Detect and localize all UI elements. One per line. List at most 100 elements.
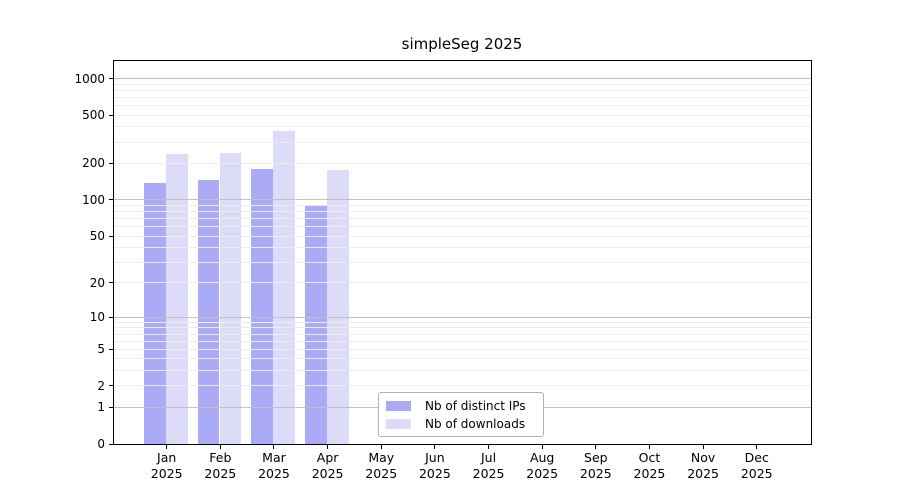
y-tick-label: 0 [97, 437, 105, 451]
minor-gridline [114, 282, 811, 284]
x-tick-year: 2025 [472, 466, 505, 481]
bar-downloads-apr [327, 170, 349, 444]
minor-gridline [114, 218, 811, 220]
major-gridline [114, 316, 811, 318]
bar-distinct-ips-apr [305, 205, 327, 444]
minor-gridline [114, 247, 811, 249]
x-tick-label-jan: Jan 2025 [135, 450, 199, 482]
y-tick-mark [109, 385, 113, 387]
y-tick-label: 5 [97, 342, 105, 357]
x-tick-year: 2025 [740, 466, 773, 481]
minor-gridline [114, 83, 811, 85]
x-tick-year: 2025 [633, 466, 666, 481]
x-tick-year: 2025 [579, 466, 612, 481]
minor-gridline [114, 235, 811, 237]
x-tick-mark [648, 445, 650, 449]
minor-gridline [114, 327, 811, 329]
x-tick-label-aug: Aug 2025 [510, 450, 574, 482]
y-tick-label: 1000 [74, 71, 105, 86]
y-tick-label: 1 [97, 400, 105, 415]
y-tick-label: 2 [97, 378, 105, 393]
major-gridline [114, 199, 811, 201]
y-tick-label: 500 [82, 108, 105, 123]
chart-title: simpleSeg 2025 [401, 35, 523, 53]
minor-gridline [114, 96, 811, 98]
bar-downloads-jan [166, 154, 188, 444]
x-tick-month: May [368, 450, 395, 465]
y-tick-mark [109, 348, 113, 350]
x-tick-month: Jul [480, 450, 497, 465]
major-gridline [114, 78, 811, 80]
minor-gridline [114, 340, 811, 342]
x-tick-year: 2025 [526, 466, 559, 481]
y-tick-mark [109, 235, 113, 237]
x-tick-month: Nov [690, 450, 716, 465]
x-tick-year: 2025 [687, 466, 719, 481]
x-tick-year: 2025 [365, 466, 398, 481]
x-tick-month: Jan [157, 450, 177, 465]
y-tick-mark [109, 114, 113, 116]
x-tick-label-jul: Jul 2025 [457, 450, 521, 482]
x-tick-mark [702, 445, 704, 449]
minor-gridline [114, 261, 811, 263]
minor-gridline [114, 89, 811, 91]
x-tick-mark [434, 445, 436, 449]
legend-item-distinct-ips: Nb of distinct IPs [386, 397, 543, 415]
minor-gridline [114, 370, 811, 372]
bar-distinct-ips-jan [144, 182, 166, 444]
x-tick-month: Aug [529, 450, 555, 465]
x-tick-year: 2025 [204, 466, 237, 481]
y-tick-mark [109, 199, 113, 201]
minor-gridline [114, 211, 811, 213]
x-tick-year: 2025 [311, 466, 344, 481]
x-tick-label-dec: Dec 2025 [725, 450, 789, 482]
minor-gridline [114, 321, 811, 323]
x-tick-mark [380, 445, 382, 449]
y-tick-mark [109, 316, 113, 318]
minor-gridline [114, 348, 811, 350]
x-tick-mark [273, 445, 275, 449]
minor-gridline [114, 204, 811, 206]
legend-label-distinct-ips: Nb of distinct IPs [425, 399, 526, 413]
y-tick-mark [109, 406, 113, 408]
minor-gridline [114, 385, 811, 387]
x-tick-label-feb: Feb 2025 [188, 450, 252, 482]
x-tick-month: Feb [209, 450, 232, 465]
bar-distinct-ips-feb [197, 180, 220, 444]
y-tick-label: 20 [89, 275, 105, 290]
minor-gridline [114, 358, 811, 360]
y-tick-label: 50 [89, 229, 105, 244]
x-tick-label-may: May 2025 [349, 450, 413, 482]
x-tick-mark [756, 445, 758, 449]
x-tick-mark [219, 445, 221, 449]
x-tick-label-jun: Jun 2025 [403, 450, 467, 482]
legend-swatch-downloads [386, 418, 411, 430]
x-tick-mark [488, 445, 490, 449]
bar-downloads-feb [219, 153, 242, 444]
minor-gridline [114, 141, 811, 143]
plot-area [113, 60, 812, 445]
legend-item-downloads: Nb of downloads [386, 415, 543, 433]
x-tick-mark [166, 445, 168, 449]
x-tick-mark [541, 445, 543, 449]
x-tick-year: 2025 [418, 466, 451, 481]
bar-downloads-mar [273, 131, 295, 444]
x-tick-mark [595, 445, 597, 449]
minor-gridline [114, 105, 811, 107]
minor-gridline [114, 126, 811, 128]
x-tick-month: Sep [584, 450, 608, 465]
minor-gridline [114, 114, 811, 116]
y-tick-label: 100 [82, 192, 105, 207]
minor-gridline [114, 162, 811, 164]
minor-gridline [114, 333, 811, 335]
y-tick-label: 200 [82, 156, 105, 171]
minor-gridline [114, 226, 811, 228]
x-tick-label-sep: Sep 2025 [564, 450, 628, 482]
bar-distinct-ips-mar [251, 168, 273, 444]
legend-label-downloads: Nb of downloads [425, 417, 526, 431]
x-tick-month: Dec [744, 450, 769, 465]
x-tick-year: 2025 [150, 466, 183, 481]
x-tick-label-mar: Mar 2025 [242, 450, 306, 482]
legend: Nb of distinct IPs Nb of downloads [378, 392, 544, 437]
